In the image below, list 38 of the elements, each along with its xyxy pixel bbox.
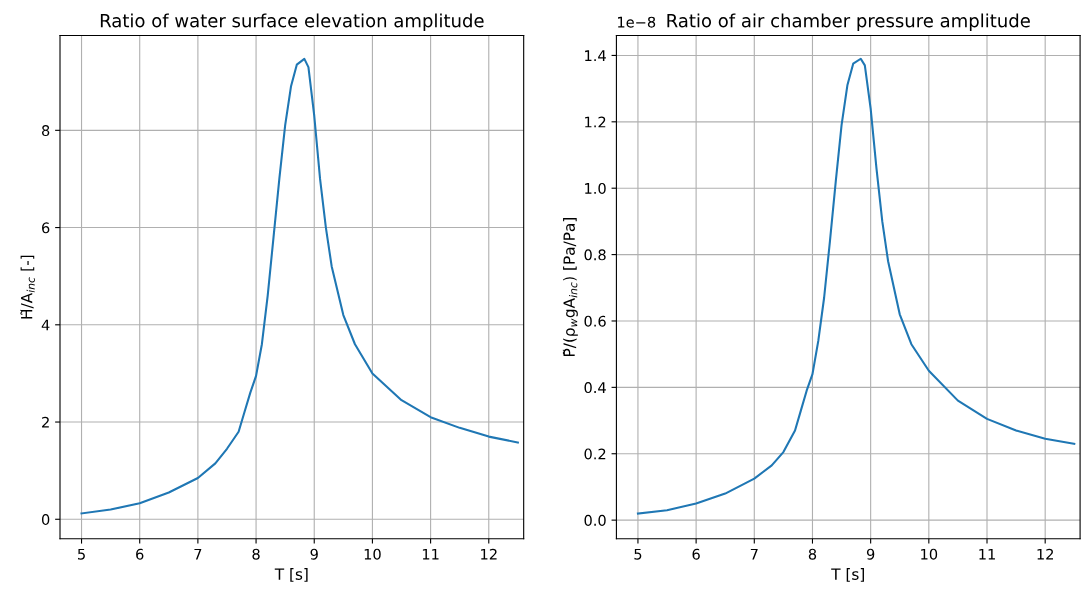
x-tick-label: 6 — [136, 548, 144, 560]
x-axis-title: T [s] — [274, 568, 308, 582]
y-tick-label: 0.6 — [584, 315, 606, 327]
y-tick-label: 1.0 — [585, 182, 606, 194]
line-series — [636, 57, 1076, 515]
y-tick-label: 6 — [42, 222, 50, 234]
y-tick-label: 8 — [41, 125, 50, 137]
y-tick-label: 0 — [41, 513, 50, 526]
x-tick-label: 11 — [422, 548, 439, 560]
y-tick-label: 2 — [42, 416, 49, 428]
y-tick-label: 0.2 — [584, 448, 606, 460]
line-series — [80, 57, 519, 515]
x-tick-label: 5 — [78, 548, 85, 560]
chart-title: Ratio of water surface elevation amplitude — [100, 13, 484, 31]
y-tick-label: 0.0 — [584, 514, 606, 526]
x-tick-label: 8 — [252, 548, 260, 560]
x-tick-label: 10 — [364, 548, 381, 560]
x-tick-label: 9 — [310, 548, 318, 560]
x-tick-label: 12 — [1037, 548, 1053, 560]
x-tick-label: 7 — [194, 548, 202, 560]
chart-title: Ratio of air chamber pressure amplitude — [667, 13, 1030, 31]
x-tick-label: 7 — [750, 548, 758, 560]
y-tick-label: 4 — [41, 319, 50, 331]
x-tick-label: 5 — [634, 548, 642, 560]
x-axis-title: T [s] — [831, 568, 864, 582]
x-tick-label: 10 — [921, 548, 938, 560]
y-tick-label: 1.2 — [585, 116, 606, 128]
x-tick-label: 6 — [692, 548, 700, 560]
y-axis-title: P̃/(ρ$_{w}$gA$_{inc}$) [Pa/Pa] — [562, 218, 578, 356]
x-tick-label: 11 — [979, 548, 995, 560]
y-tick-label: 0.8 — [584, 249, 606, 261]
y-axis-title: H̃/A$_{inc}$ [-] — [20, 255, 35, 319]
x-tick-label: 12 — [481, 548, 497, 560]
y-tick-label: 0.4 — [584, 382, 606, 394]
text: 1e−8 — [618, 16, 656, 28]
x-tick-label: 8 — [808, 548, 817, 560]
x-tick-label: 9 — [866, 548, 875, 560]
y-tick-label: 1.4 — [585, 50, 606, 61]
